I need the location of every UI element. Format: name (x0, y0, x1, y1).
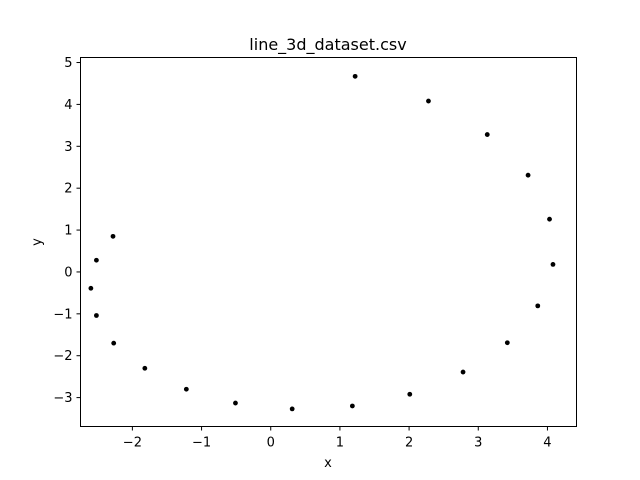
y-axis-ticks: −3 −2 −1 0 1 2 3 4 5 (53, 56, 81, 406)
data-point (111, 340, 117, 346)
data-point (110, 233, 116, 239)
data-point (460, 369, 466, 375)
x-tick-label: 3 (474, 436, 482, 451)
x-tick-label: −1 (192, 436, 211, 451)
y-tick-label: −2 (53, 349, 72, 364)
y-axis-label: y (30, 238, 45, 246)
data-point (88, 285, 94, 291)
data-point (407, 391, 413, 397)
y-tick-label: 3 (64, 140, 72, 155)
data-point (504, 340, 510, 346)
x-tick-label: 1 (336, 436, 344, 451)
data-point (547, 216, 552, 222)
y-tick-label: 5 (64, 56, 72, 71)
data-point (525, 172, 531, 178)
plot-frame (80, 57, 577, 427)
x-tick-label: 0 (267, 436, 275, 451)
data-point (289, 406, 295, 412)
data-point (352, 73, 358, 79)
data-point (142, 365, 148, 371)
data-point (426, 98, 431, 104)
x-axis-ticks: −2 −1 0 1 2 3 4 (123, 426, 552, 451)
y-tick-label: 0 (64, 265, 72, 280)
chart-title: line_3d_dataset.csv (249, 35, 406, 55)
data-point (94, 313, 99, 318)
x-tick-label: 2 (405, 436, 413, 451)
data-point (183, 386, 189, 392)
x-axis-label: x (324, 456, 332, 471)
data-point (233, 400, 238, 406)
y-tick-label: 2 (64, 182, 72, 197)
data-point (550, 262, 556, 267)
y-tick-label: −3 (53, 391, 72, 406)
data-points (88, 73, 556, 412)
data-point (349, 403, 355, 409)
data-point (535, 303, 541, 309)
y-tick-label: 4 (64, 98, 72, 113)
y-tick-label: 1 (64, 224, 72, 239)
data-point (94, 257, 99, 263)
y-tick-label: −1 (53, 307, 72, 322)
data-point (484, 132, 490, 137)
x-tick-label: 4 (543, 436, 551, 451)
x-tick-label: −2 (123, 436, 142, 451)
